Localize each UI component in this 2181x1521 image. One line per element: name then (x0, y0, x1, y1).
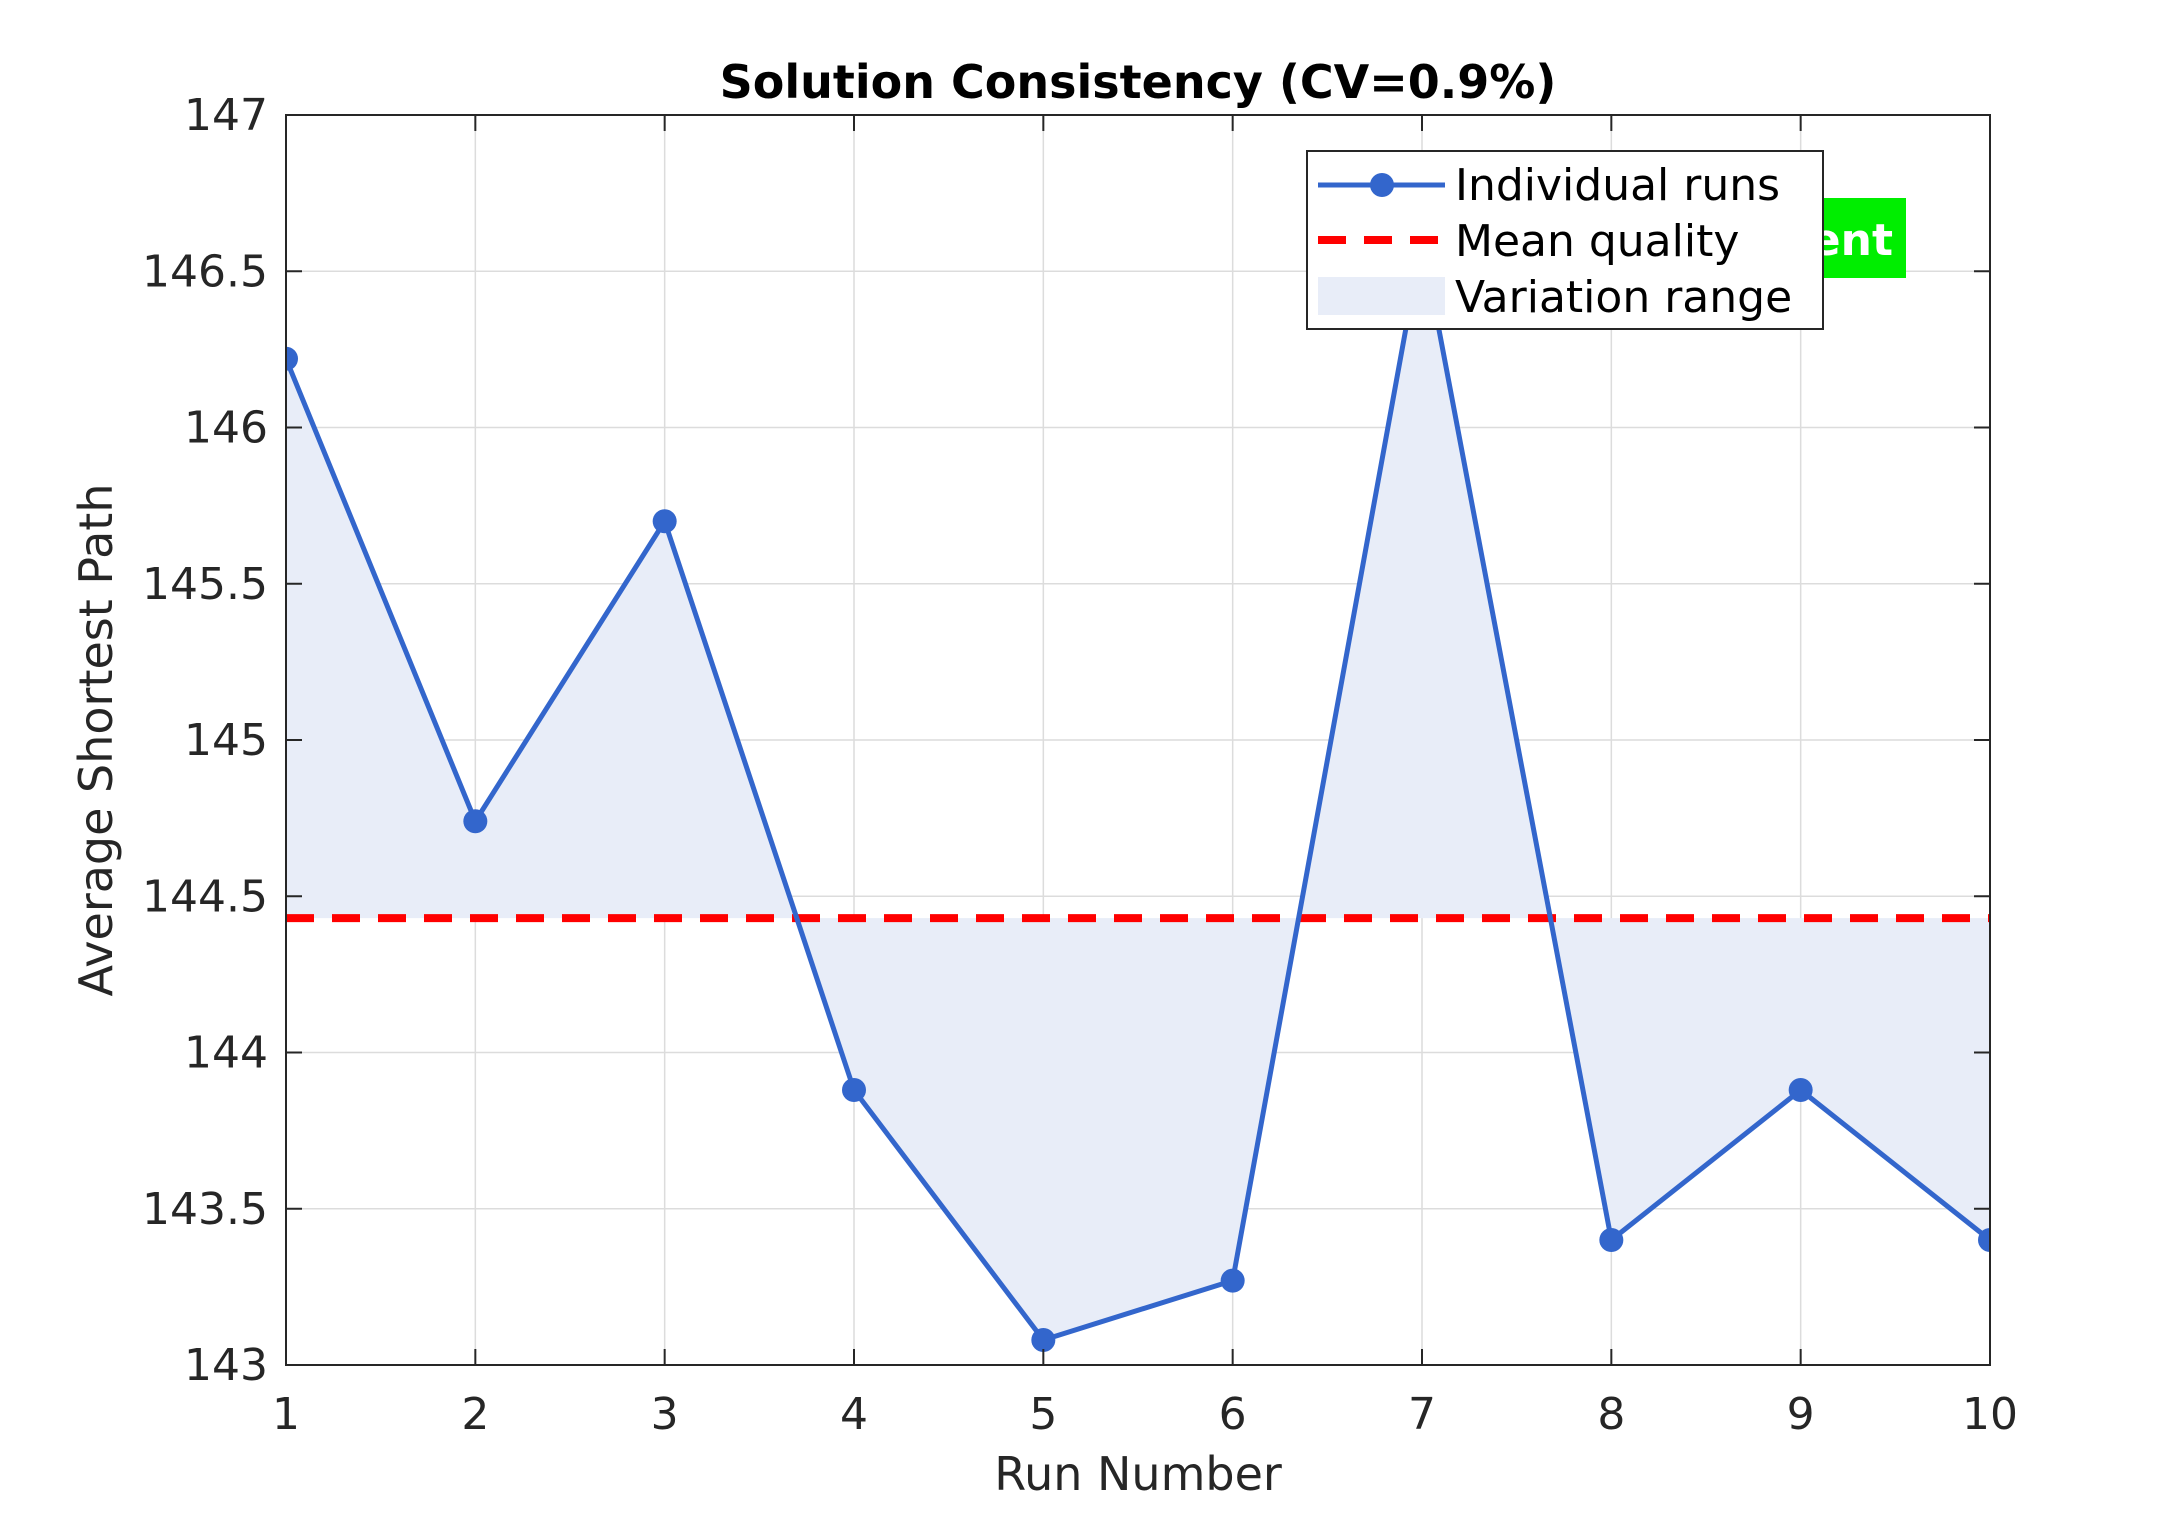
y-tick-label: 147 (184, 90, 268, 141)
series-layer (286, 228, 1990, 1352)
chart-title: Solution Consistency (CV=0.9%) (720, 55, 1557, 109)
legend-band-swatch (1318, 277, 1445, 315)
x-tick-label: 9 (1787, 1389, 1815, 1440)
data-point (286, 346, 298, 371)
data-point (1220, 1268, 1245, 1293)
x-tick-label: 2 (461, 1389, 489, 1440)
legend: Individual runs Mean quality Variation r… (1306, 150, 1824, 330)
data-point (1978, 1228, 1990, 1252)
axis-ticks (285, 114, 1991, 1366)
variation-band (286, 240, 1990, 1340)
y-tick-label: 143.5 (142, 1184, 268, 1235)
legend-label-band: Variation range (1455, 272, 1792, 323)
legend-runs-marker (1370, 173, 1394, 197)
x-tick-label: 4 (840, 1389, 868, 1440)
y-tick-label: 145.5 (142, 559, 268, 610)
data-point (652, 509, 677, 534)
y-tick-label: 144 (184, 1028, 268, 1079)
x-tick-label: 10 (1962, 1389, 2018, 1440)
data-point (1599, 1228, 1624, 1252)
x-tick-labels: 1 2 3 4 5 6 7 8 9 10 (272, 1389, 2018, 1440)
legend-label-runs: Individual runs (1455, 160, 1780, 211)
y-tick-label: 143 (184, 1340, 268, 1391)
y-axis-label: Average Shortest Path (69, 484, 123, 997)
y-tick-label: 146 (184, 403, 268, 454)
data-point (463, 809, 488, 834)
y-tick-label: 146.5 (142, 246, 268, 297)
x-tick-label: 5 (1029, 1389, 1057, 1440)
data-point (1031, 1328, 1056, 1352)
x-tick-label: 6 (1219, 1389, 1247, 1440)
variation-band-area (286, 240, 1990, 1340)
y-tick-labels: 143 143.5 144 144.5 145 145.5 146 146.5 147 (142, 90, 268, 1391)
data-point (1788, 1078, 1813, 1102)
x-tick-label: 8 (1597, 1389, 1625, 1440)
series-line-individual-runs (286, 237, 1990, 1343)
y-tick-label: 145 (184, 715, 268, 766)
status-badge-text: ent (1811, 215, 1893, 266)
x-axis-label: Run Number (994, 1447, 1282, 1501)
data-point (842, 1078, 866, 1102)
y-tick-label: 144.5 (142, 871, 268, 922)
x-tick-label: 1 (272, 1389, 300, 1440)
legend-label-mean: Mean quality (1455, 216, 1739, 267)
x-tick-label: 7 (1408, 1389, 1436, 1440)
x-tick-label: 3 (651, 1389, 679, 1440)
